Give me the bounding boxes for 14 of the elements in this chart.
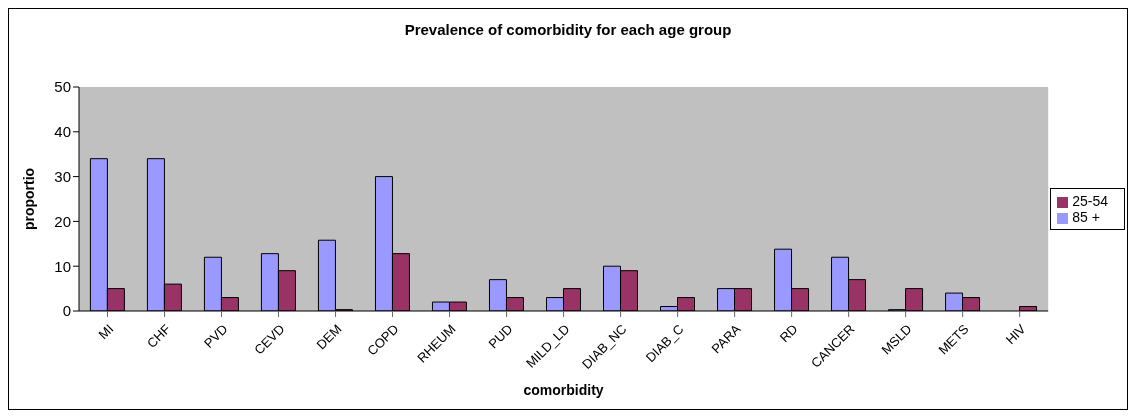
y-axis-title: proportio: [20, 167, 37, 231]
y-tick-label: 40: [54, 123, 71, 141]
chart-title: Prevalence of comorbidity for each age group: [403, 21, 733, 38]
y-tick-label: 20: [54, 212, 71, 230]
y-tick-label: 30: [54, 167, 71, 185]
y-tick-label: 50: [54, 78, 71, 96]
y-tick-label: 0: [62, 302, 71, 320]
x-tick-label: MI: [95, 321, 117, 343]
x-tick-label: HIV: [1002, 321, 1029, 348]
legend-label: 85 +: [1072, 209, 1100, 225]
y-tick-label: 10: [54, 257, 71, 275]
legend-label: 25-54: [1072, 193, 1108, 209]
x-axis-title: comorbidity: [523, 382, 604, 398]
x-tick-label: RD: [776, 321, 801, 346]
